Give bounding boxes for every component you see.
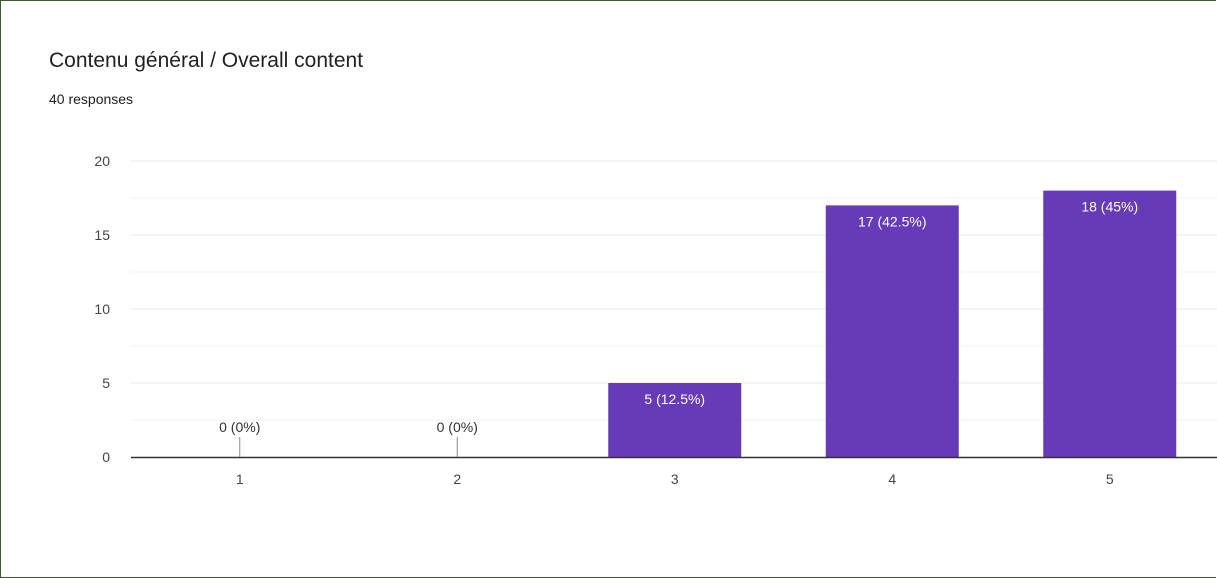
response-count: 40 responses	[49, 91, 134, 107]
y-axis-ticks: 0 5 10 15 20	[94, 153, 110, 465]
x-tick-label: 3	[671, 471, 679, 487]
y-tick-label: 20	[94, 153, 110, 169]
data-label-2: 0 (0%)	[437, 419, 478, 435]
gridlines	[131, 160, 1217, 421]
bars	[608, 190, 1177, 457]
x-tick-label: 2	[453, 471, 461, 487]
bar-4	[825, 205, 959, 457]
x-tick-label: 1	[236, 471, 244, 487]
bar-3	[608, 383, 742, 457]
chart-title: Contenu général / Overall content	[49, 49, 364, 72]
y-tick-label: 0	[102, 449, 110, 465]
y-tick-label: 15	[94, 227, 110, 243]
bar-5	[1043, 190, 1177, 457]
x-axis-ticks: 1 2 3 4 5	[236, 471, 1114, 487]
y-tick-label: 5	[102, 375, 110, 391]
x-tick-label: 4	[888, 471, 896, 487]
data-label-4: 17 (42.5%)	[858, 213, 926, 229]
y-tick-label: 10	[94, 301, 110, 317]
data-label-1: 0 (0%)	[219, 419, 260, 435]
data-label-3: 5 (12.5%)	[644, 391, 705, 407]
data-label-5: 18 (45%)	[1081, 199, 1138, 215]
data-labels: 0 (0%) 0 (0%) 5 (12.5%) 17 (42.5%) 18 (45%)	[219, 199, 1138, 457]
x-tick-label: 5	[1106, 471, 1114, 487]
